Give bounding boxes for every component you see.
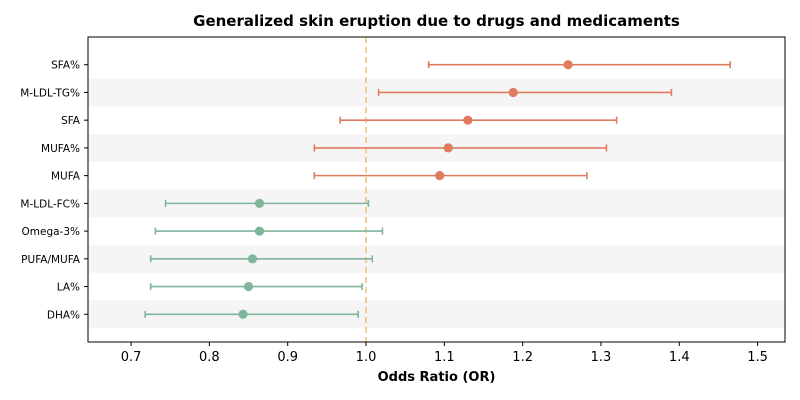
y-tick-label: MUFA [51, 171, 81, 183]
y-tick-label: SFA% [51, 60, 80, 72]
x-tick-label: 0.9 [277, 350, 298, 365]
x-tick-label: 0.8 [199, 350, 220, 365]
y-tick-label: Omega-3% [22, 226, 81, 238]
odds-ratio-point [443, 143, 453, 153]
x-tick-label: 1.5 [747, 350, 768, 365]
x-tick-label: 1.3 [591, 350, 612, 365]
odds-ratio-point [254, 226, 265, 236]
y-tick-label: M-LDL-TG% [20, 87, 80, 99]
x-ticks-group: 0.7 0.8 0.9 1.0 1.1 1.2 1.3 1.4 1.5 [121, 342, 768, 365]
chart-title: Generalized skin eruption due to drugs a… [193, 12, 680, 30]
y-tick-label: LA% [57, 282, 80, 294]
marks-group [144, 60, 731, 319]
odds-ratio-point [238, 309, 248, 319]
odds-ratio-point [247, 254, 258, 264]
odds-ratio-point [508, 87, 518, 98]
y-tick-label: SFA [61, 115, 81, 127]
odds-ratio-point [435, 171, 445, 181]
odds-ratio-point [254, 198, 265, 208]
x-axis-label: Odds Ratio (OR) [378, 370, 496, 385]
odds-ratio-point [563, 60, 573, 70]
y-tick-label: MUFA% [41, 143, 80, 155]
axes-frame [87, 36, 786, 343]
odds-ratio-point [463, 115, 473, 125]
y-tick-label: DHA% [47, 309, 80, 321]
odds-ratio-point [243, 281, 254, 292]
x-tick-label: 1.4 [669, 350, 690, 365]
x-tick-label: 1.0 [356, 350, 377, 365]
y-ticks-group: SFA% M-LDL-TG% SFA MUFA% MUFA M-LDL-FC% Omega-… [20, 60, 88, 321]
y-tick-label: M-LDL-FC% [20, 198, 80, 210]
y-tick-label: PUFA/MUFA [21, 254, 81, 266]
x-tick-label: 1.1 [434, 350, 455, 365]
x-tick-label: 0.7 [121, 350, 142, 365]
x-tick-label: 1.2 [512, 350, 533, 365]
